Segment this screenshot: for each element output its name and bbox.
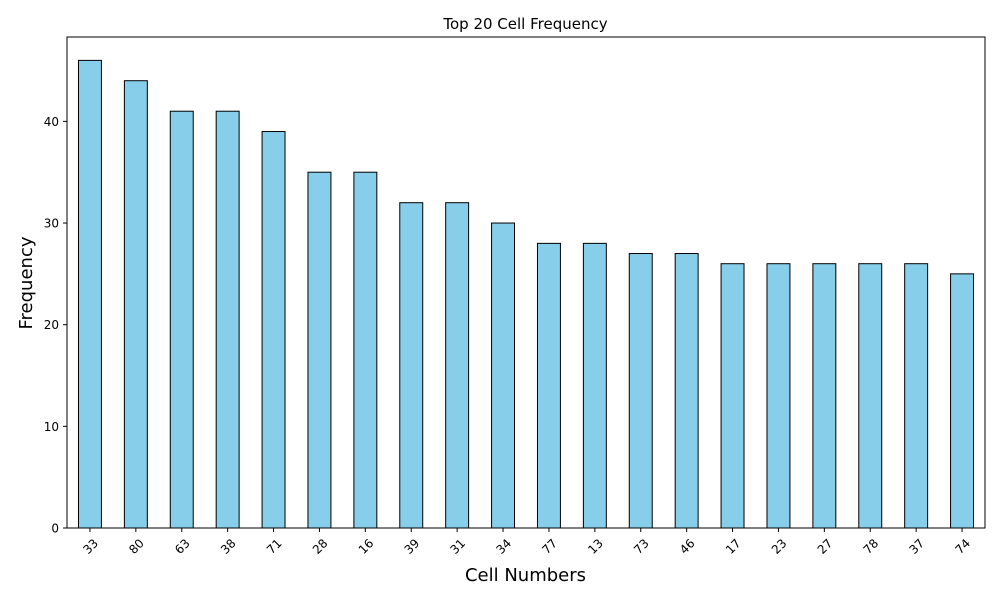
x-tick-label: 38 bbox=[218, 536, 239, 557]
y-axis-ticks: 0 10 20 30 40 bbox=[44, 115, 67, 536]
x-tick-label: 23 bbox=[769, 536, 790, 557]
x-tick-label: 37 bbox=[907, 536, 928, 557]
bar-80 bbox=[123, 80, 148, 529]
x-tick-label: 73 bbox=[631, 536, 652, 557]
y-tick-label: 10 bbox=[44, 420, 59, 434]
y-axis-label: Frequency bbox=[16, 236, 37, 329]
bar-74 bbox=[950, 273, 975, 529]
bar-38 bbox=[215, 110, 240, 529]
bar-77 bbox=[536, 242, 561, 529]
x-tick-label: 71 bbox=[264, 536, 285, 557]
x-tick-label: 63 bbox=[172, 536, 193, 557]
chart-title: Top 20 Cell Frequency bbox=[442, 15, 607, 33]
bar-71 bbox=[261, 131, 286, 529]
x-tick-label: 39 bbox=[402, 536, 423, 557]
bar-63 bbox=[169, 110, 194, 529]
x-tick-label: 74 bbox=[952, 536, 973, 557]
x-tick-label: 16 bbox=[356, 536, 377, 557]
bar-78 bbox=[858, 263, 883, 529]
bar-28 bbox=[307, 171, 332, 529]
bar-13 bbox=[582, 242, 607, 529]
bar-33 bbox=[77, 59, 102, 529]
y-tick-label: 40 bbox=[44, 115, 59, 129]
bar-37 bbox=[904, 263, 929, 529]
x-tick-label: 78 bbox=[861, 536, 882, 557]
x-tick-label: 80 bbox=[126, 536, 147, 557]
x-axis-label: Cell Numbers bbox=[465, 565, 586, 586]
bar-23 bbox=[766, 263, 791, 529]
x-tick-label: 17 bbox=[723, 536, 744, 557]
x-tick-label: 77 bbox=[539, 536, 560, 557]
x-axis-ticks: 33 80 63 38 71 28 16 39 31 34 77 13 73 46 17 23 27 78 37 74 bbox=[80, 528, 973, 557]
y-tick-label: 0 bbox=[51, 522, 59, 536]
x-tick-label: 33 bbox=[80, 536, 101, 557]
plot-frame bbox=[66, 36, 986, 529]
bar-27 bbox=[812, 263, 837, 529]
x-tick-label: 28 bbox=[310, 536, 331, 557]
y-tick-label: 30 bbox=[44, 217, 59, 231]
bars-group bbox=[77, 59, 975, 529]
bar-31 bbox=[445, 202, 470, 529]
bar-46 bbox=[674, 253, 699, 529]
bar-17 bbox=[720, 263, 745, 529]
y-tick-label: 20 bbox=[44, 318, 59, 332]
x-tick-label: 27 bbox=[815, 536, 836, 557]
x-tick-label: 46 bbox=[677, 536, 698, 557]
bar-39 bbox=[399, 202, 424, 529]
bar-16 bbox=[353, 171, 378, 529]
bar-34 bbox=[491, 222, 516, 529]
x-tick-label: 13 bbox=[585, 536, 606, 557]
x-tick-label: 31 bbox=[448, 536, 469, 557]
bar-73 bbox=[628, 253, 653, 529]
x-tick-label: 34 bbox=[493, 536, 514, 557]
